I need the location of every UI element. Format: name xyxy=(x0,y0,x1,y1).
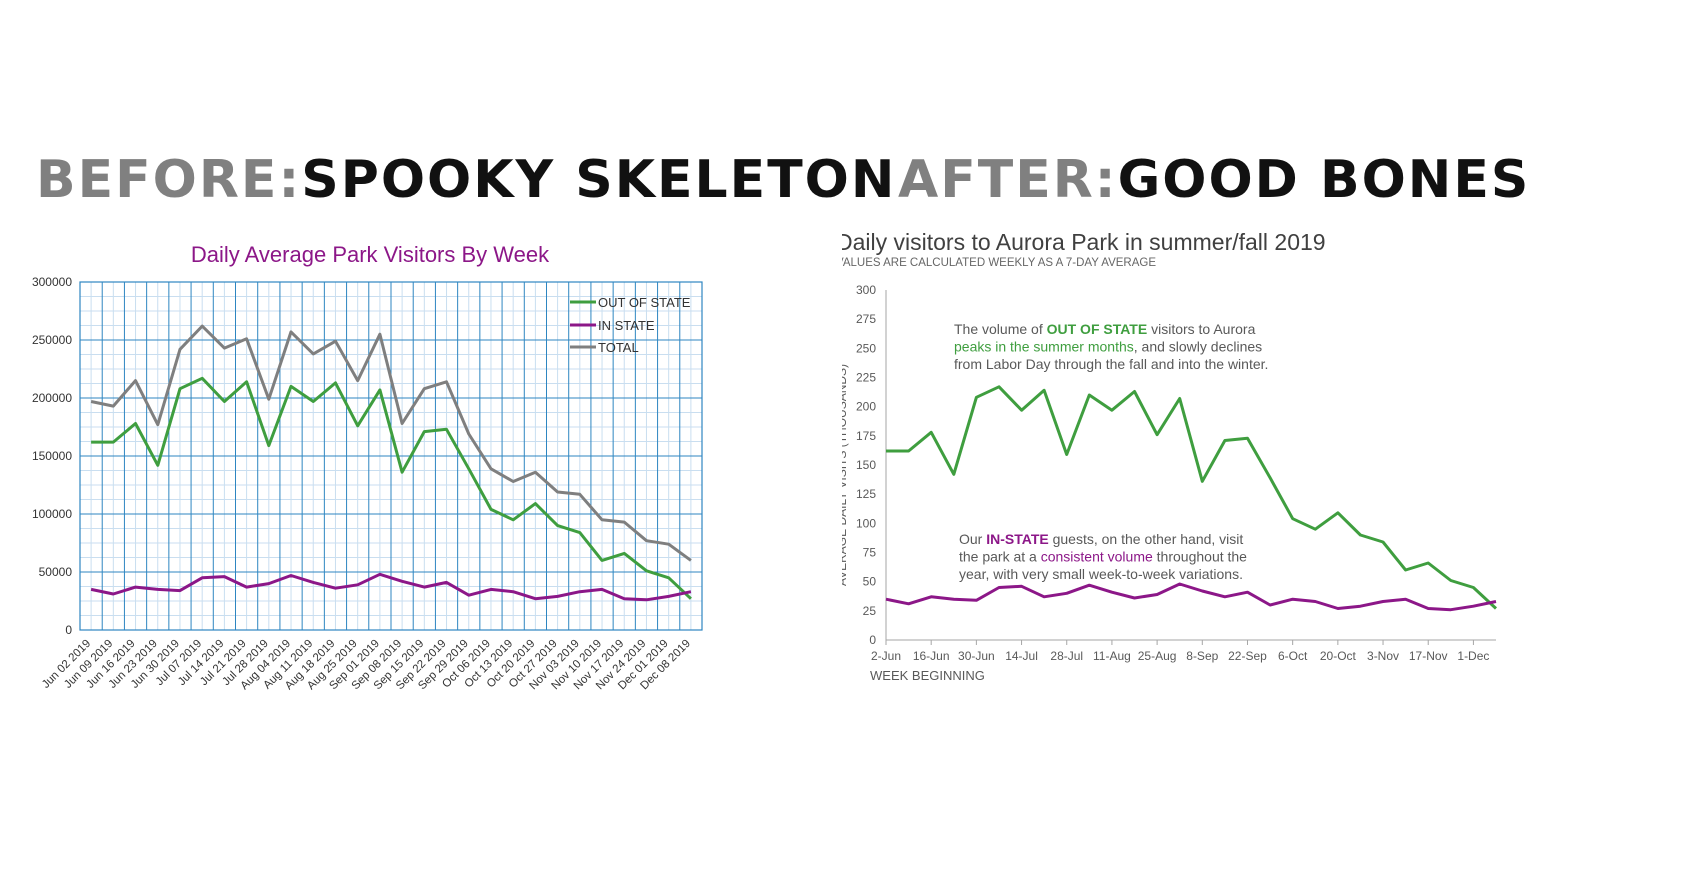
series-line-in-state xyxy=(90,572,692,602)
y-tick-label: 225 xyxy=(856,371,876,385)
y-tick-label: 0 xyxy=(869,633,876,647)
chart-title: Daily Average Park Visitors By Week xyxy=(191,242,550,267)
after-heading: AFTER:GOOD BONES xyxy=(898,150,1530,210)
y-tick-label: 150 xyxy=(856,458,876,472)
before-chart: 0 50000 100000 150000 200000 250000 300000 Dail… xyxy=(32,242,703,692)
series-line-total xyxy=(90,324,692,562)
annotation-span: , and slowly declines xyxy=(1134,339,1262,355)
before-prefix: BEFORE: xyxy=(36,150,302,210)
y-tick-label: 300000 xyxy=(32,275,72,289)
annotation-span: visitors to Aurora xyxy=(1147,321,1255,337)
y-tick-label: 75 xyxy=(863,546,877,560)
annotation-span: Our xyxy=(959,531,986,547)
annotation-span: The volume of xyxy=(954,321,1047,337)
x-tick-label: 17-Nov xyxy=(1409,649,1448,663)
after-chart: Daily visitors to Aurora Park in summer/… xyxy=(842,229,1498,683)
x-tick-label: 2-Jun xyxy=(871,649,901,663)
y-tick-label: 100000 xyxy=(32,507,72,521)
y-tick-label: 125 xyxy=(856,487,876,501)
y-tick-label: 250 xyxy=(856,341,876,355)
y-tick-label: 250000 xyxy=(32,333,72,347)
x-tick-label: 28-Jul xyxy=(1050,649,1083,663)
y-tick-label: 300 xyxy=(856,283,876,297)
y-tick-label: 100 xyxy=(856,516,876,530)
annotation-text: The volume of OUT OF STATE visitors to A… xyxy=(954,321,1268,372)
x-axis-label: WEEK BEGINNING xyxy=(870,668,985,683)
x-tick-label: 8-Sep xyxy=(1186,649,1218,663)
x-tick-label: 6-Oct xyxy=(1278,649,1308,663)
before-label: SPOOKY SKELETON xyxy=(301,150,897,210)
chart-subtitle: VALUES ARE CALCULATED WEEKLY AS A 7-DAY … xyxy=(842,257,1156,269)
annotation-span: IN-STATE xyxy=(986,531,1048,547)
y-tick-label: 175 xyxy=(856,429,876,443)
after-label: GOOD BONES xyxy=(1117,150,1531,210)
legend-label: IN STATE xyxy=(598,318,655,333)
annotation-span: peaks in the summer months xyxy=(954,339,1134,355)
annotation-span: guests, on the other hand, visit xyxy=(1049,531,1244,547)
series-line-in-state xyxy=(885,582,1497,612)
x-tick-label: 16-Jun xyxy=(913,649,950,663)
series-line-out-of-state xyxy=(91,376,692,600)
y-tick-label: 0 xyxy=(65,623,72,637)
y-tick-label: 25 xyxy=(863,604,877,618)
before-heading: BEFORE:SPOOKY SKELETON xyxy=(36,150,896,210)
y-tick-label: 150000 xyxy=(32,449,72,463)
chart-title: Daily visitors to Aurora Park in summer/… xyxy=(842,229,1326,255)
legend-label: TOTAL xyxy=(598,340,639,355)
x-tick-label: 14-Jul xyxy=(1005,649,1038,663)
y-tick-label: 275 xyxy=(856,312,876,326)
x-tick-label: 11-Aug xyxy=(1093,649,1131,663)
x-tick-label: 25-Aug xyxy=(1138,649,1177,663)
annotation-span: OUT OF STATE xyxy=(1047,321,1148,337)
y-axis-label: AVERAGE DAILY VISITS (THOUSANDS) xyxy=(842,364,849,586)
annotation-span: from Labor Day through the fall and into… xyxy=(954,356,1268,372)
annotation-span: consistent volume xyxy=(1041,549,1153,565)
annotation-text: Our IN-STATE guests, on the other hand, … xyxy=(959,531,1247,582)
after-prefix: AFTER: xyxy=(898,150,1118,210)
y-tick-label: 200000 xyxy=(32,391,72,405)
x-tick-label: 20-Oct xyxy=(1320,649,1357,663)
y-tick-label: 200 xyxy=(856,400,876,414)
series-line-out-of-state xyxy=(886,385,1498,610)
x-tick-label: 30-Jun xyxy=(958,649,995,663)
annotation-span: the park at a xyxy=(959,549,1041,565)
x-tick-label: 3-Nov xyxy=(1367,649,1399,663)
y-tick-label: 50000 xyxy=(39,565,73,579)
y-tick-label: 50 xyxy=(863,575,877,589)
annotation-span: year, with very small week-to-week varia… xyxy=(959,566,1243,582)
annotation-span: throughout the xyxy=(1153,549,1247,565)
x-tick-label: 22-Sep xyxy=(1228,649,1267,663)
plot-border xyxy=(79,281,703,631)
legend-label: OUT OF STATE xyxy=(598,295,691,310)
x-tick-label: 1-Dec xyxy=(1457,649,1489,663)
